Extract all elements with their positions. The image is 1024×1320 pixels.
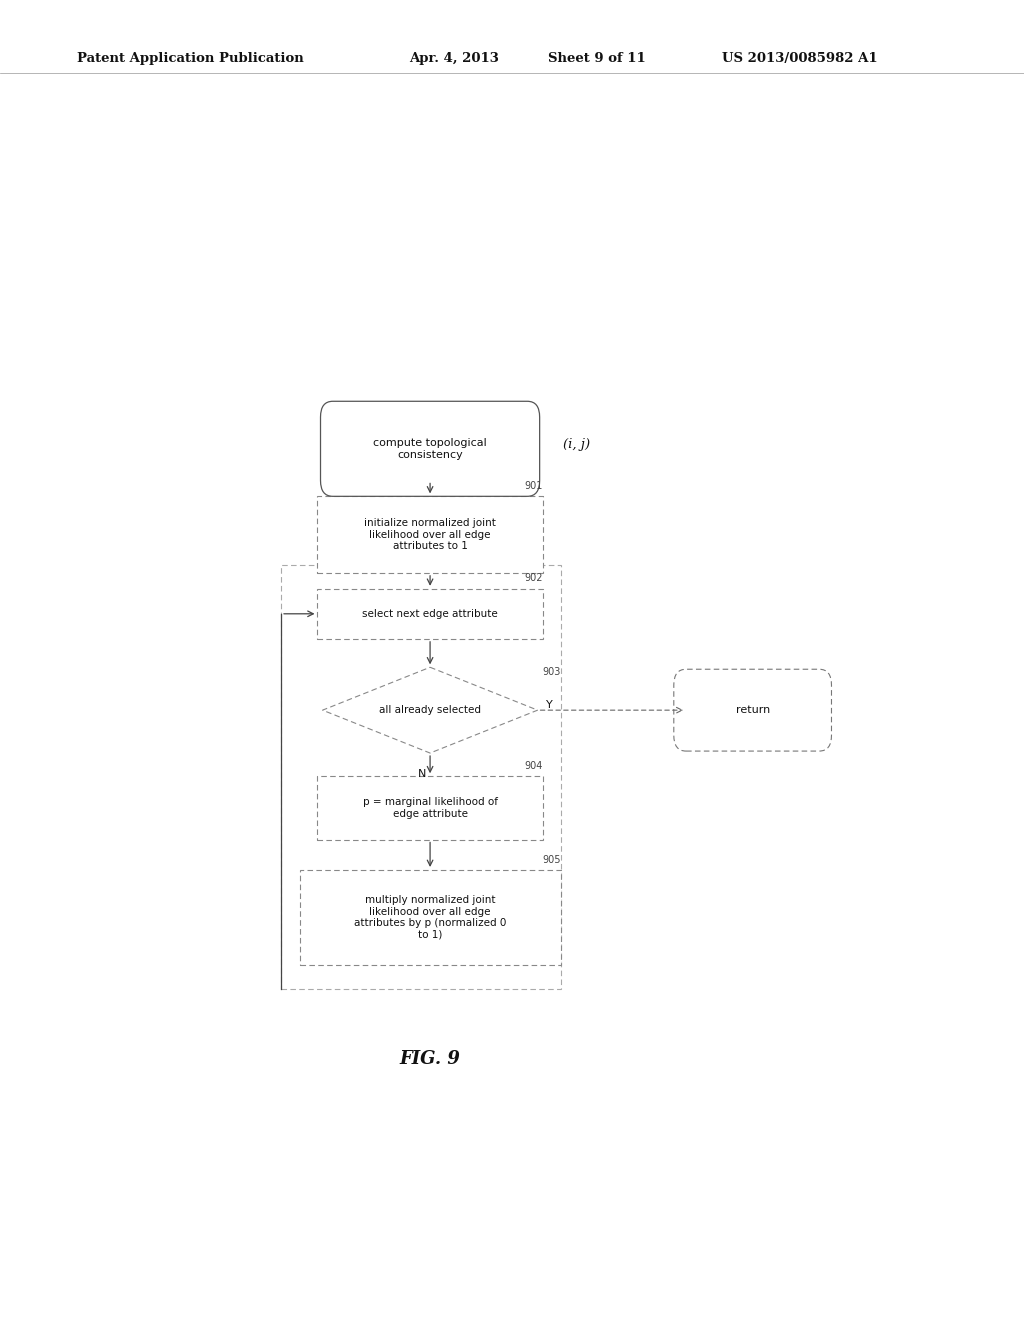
Text: Apr. 4, 2013: Apr. 4, 2013: [410, 51, 500, 65]
Text: multiply normalized joint
likelihood over all edge
attributes by p (normalized 0: multiply normalized joint likelihood ove…: [354, 895, 506, 940]
Text: Patent Application Publication: Patent Application Publication: [77, 51, 303, 65]
FancyBboxPatch shape: [317, 776, 543, 840]
Text: 901: 901: [524, 480, 543, 491]
Text: US 2013/0085982 A1: US 2013/0085982 A1: [722, 51, 878, 65]
Text: 903: 903: [543, 667, 561, 677]
Text: select next edge attribute: select next edge attribute: [362, 609, 498, 619]
Text: compute topological
consistency: compute topological consistency: [373, 438, 487, 459]
Text: N: N: [418, 768, 426, 779]
Polygon shape: [323, 667, 538, 752]
FancyBboxPatch shape: [317, 496, 543, 573]
FancyBboxPatch shape: [317, 589, 543, 639]
Text: Y: Y: [546, 700, 553, 710]
Text: FIG. 9: FIG. 9: [399, 1049, 461, 1068]
FancyBboxPatch shape: [281, 565, 561, 989]
Text: 902: 902: [524, 573, 543, 583]
Text: 904: 904: [524, 760, 543, 771]
Text: 905: 905: [542, 854, 561, 865]
Text: (i, j): (i, j): [563, 438, 590, 451]
FancyBboxPatch shape: [674, 669, 831, 751]
Text: Sheet 9 of 11: Sheet 9 of 11: [548, 51, 645, 65]
Text: return: return: [735, 705, 770, 715]
Text: initialize normalized joint
likelihood over all edge
attributes to 1: initialize normalized joint likelihood o…: [365, 517, 496, 552]
Text: p = marginal likelihood of
edge attribute: p = marginal likelihood of edge attribut…: [362, 797, 498, 818]
FancyBboxPatch shape: [299, 870, 561, 965]
FancyBboxPatch shape: [321, 401, 540, 496]
Text: all already selected: all already selected: [379, 705, 481, 715]
